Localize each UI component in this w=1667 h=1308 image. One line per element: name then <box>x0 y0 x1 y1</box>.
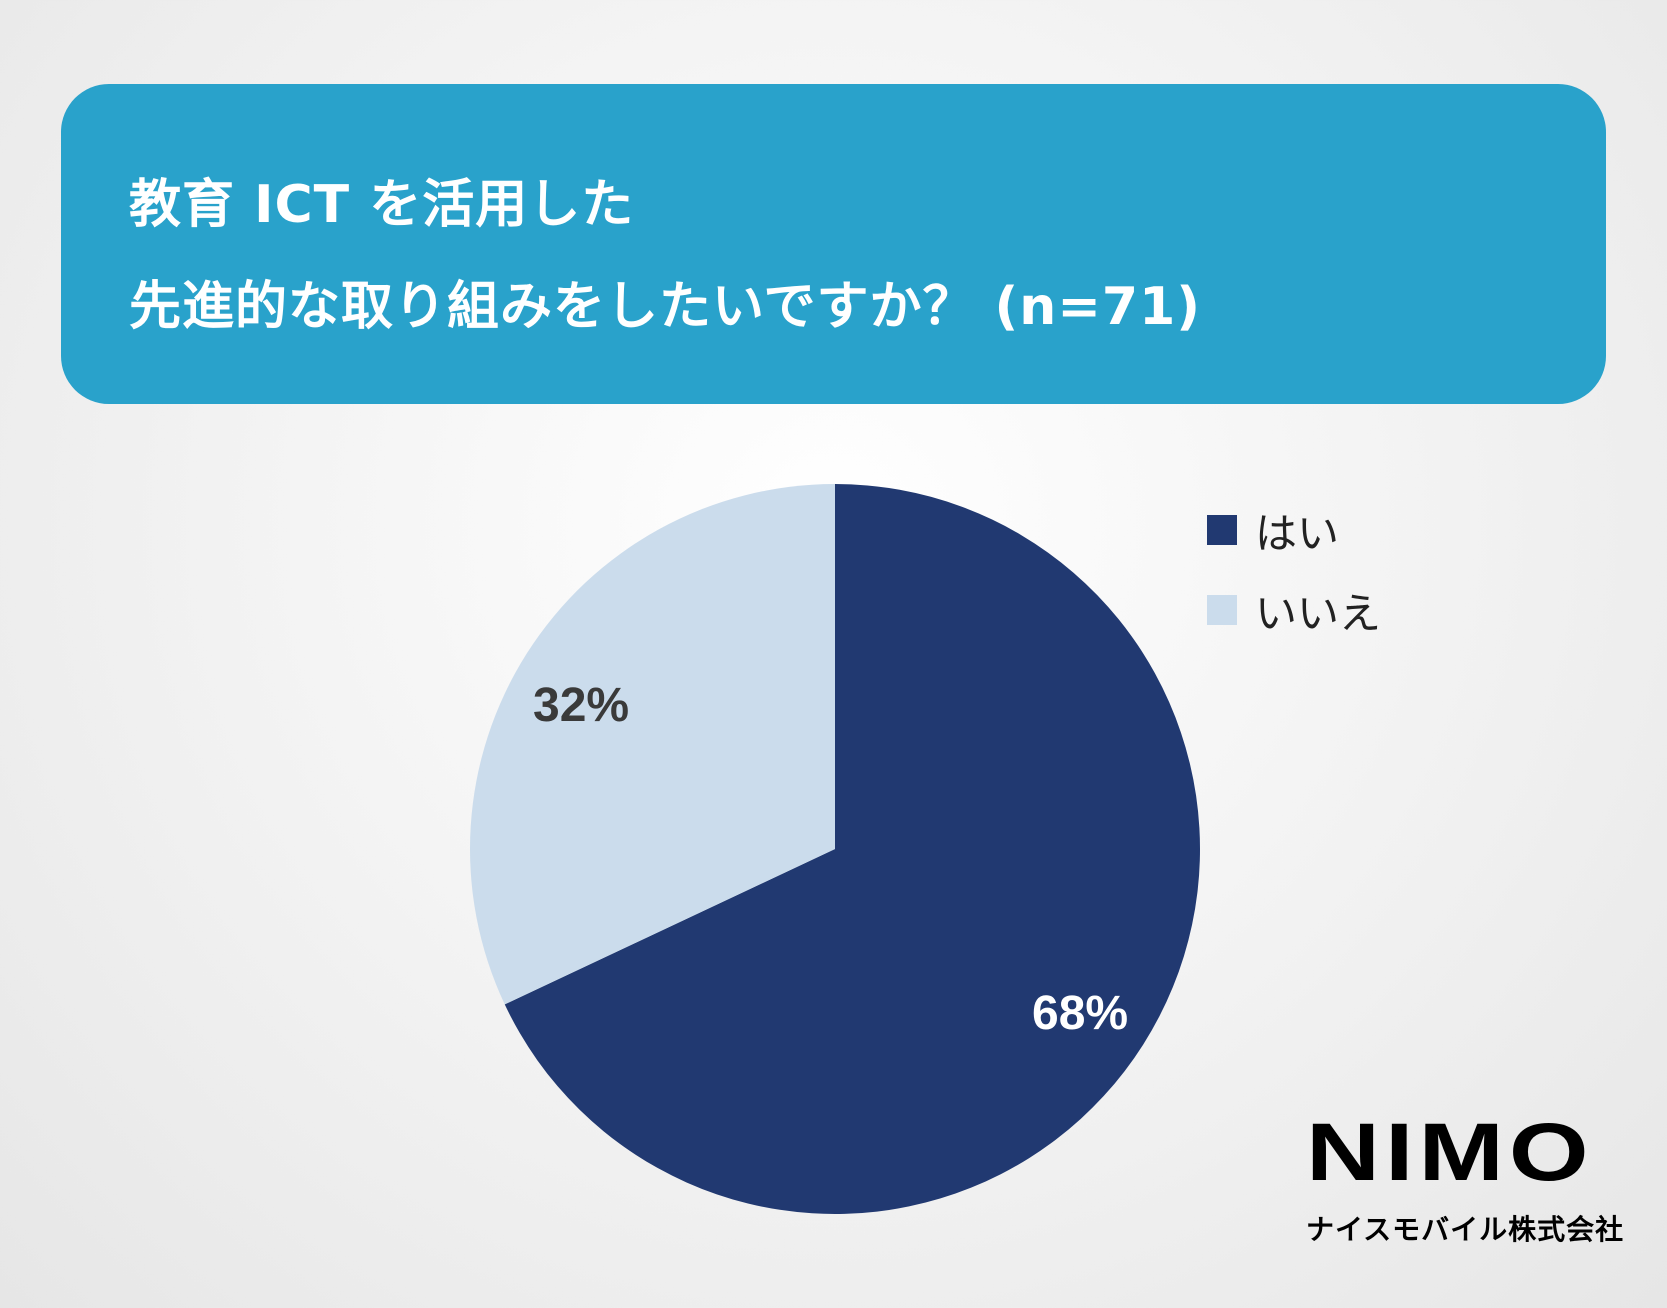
pie-slice-no <box>469 484 835 1005</box>
logo-wordmark: NIMO <box>1306 1107 1594 1198</box>
legend-label-no: いいえ <box>1255 588 1382 638</box>
legend-item-no: いいえ <box>1207 570 1381 650</box>
title-banner: 教育 ICT を活用した 先進的な取り組みをしたいですか？ (n=71) <box>61 84 1606 404</box>
company-logo: NIMO ナイスモバイル株式会社 <box>1306 1112 1624 1248</box>
slice-label-no: 32% <box>533 679 630 732</box>
legend-swatch-no <box>1207 595 1237 625</box>
legend-item-yes: はい <box>1207 490 1381 570</box>
slice-label-yes: 68% <box>1032 987 1129 1040</box>
legend-label-yes: はい <box>1255 508 1340 558</box>
legend-swatch-yes <box>1207 515 1237 545</box>
logo-company-name: ナイスモバイル株式会社 <box>1306 1213 1625 1246</box>
chart-title-line-1: 教育 ICT を活用した <box>129 175 635 235</box>
pie-slice-yes <box>504 484 1201 1214</box>
chart-title-line-2: 先進的な取り組みをしたいですか？ (n=71) <box>129 277 1202 337</box>
legend: はい いいえ <box>1207 490 1381 650</box>
